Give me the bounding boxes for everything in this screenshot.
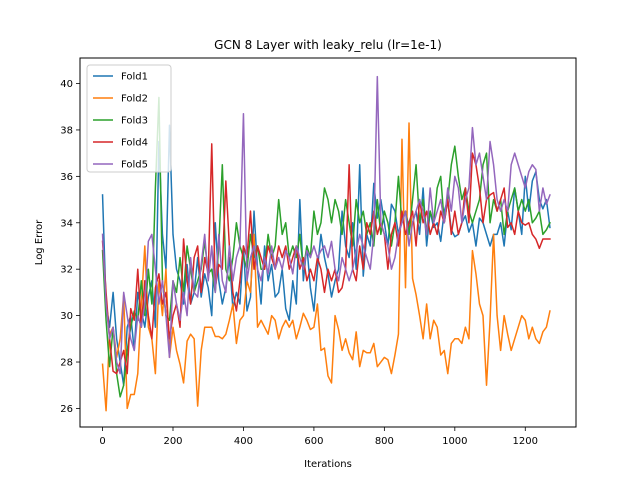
y-tick-label: 34 <box>60 218 73 229</box>
y-tick-label: 26 <box>60 404 73 415</box>
x-axis-label: Iterations <box>304 459 352 470</box>
legend-label-fold1: Fold1 <box>121 72 148 83</box>
x-tick-label: 1000 <box>442 436 467 447</box>
x-tick-label: 600 <box>304 436 323 447</box>
legend-label-fold3: Fold3 <box>121 116 148 127</box>
legend-label-fold5: Fold5 <box>121 160 148 171</box>
y-tick-label: 28 <box>60 358 73 369</box>
legend-label-fold4: Fold4 <box>121 138 148 149</box>
x-tick-label: 0 <box>99 436 105 447</box>
legend: Fold1 Fold2 Fold3 Fold4 Fold5 <box>87 65 171 172</box>
x-tick-label: 800 <box>375 436 394 447</box>
chart-title: GCN 8 Layer with leaky_relu (lr=1e-1) <box>214 38 442 52</box>
y-tick-label: 30 <box>60 311 73 322</box>
legend-label-fold2: Fold2 <box>121 94 148 105</box>
y-tick-label: 40 <box>60 79 73 90</box>
x-tick-label: 200 <box>163 436 182 447</box>
y-tick-label: 38 <box>60 125 73 136</box>
y-tick-label: 36 <box>60 172 73 183</box>
y-axis-label: Log Error <box>34 219 45 265</box>
x-tick-label: 400 <box>234 436 253 447</box>
y-tick-label: 32 <box>60 265 73 276</box>
x-tick-label: 1200 <box>513 436 538 447</box>
